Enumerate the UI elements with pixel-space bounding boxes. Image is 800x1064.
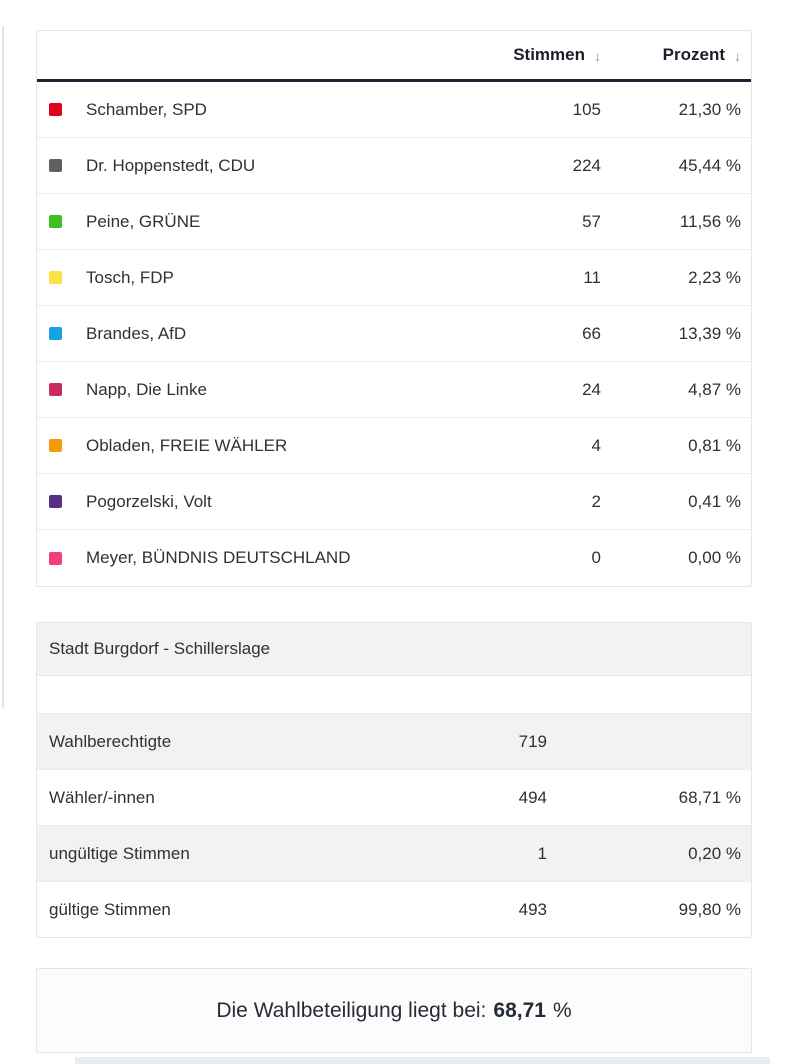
stats-value: 719 bbox=[518, 731, 547, 751]
votes-value: 11 bbox=[583, 267, 601, 287]
votes-value: 0 bbox=[591, 548, 601, 567]
votes-value: 66 bbox=[582, 323, 601, 343]
stats-percent: 0,20 % bbox=[688, 843, 741, 863]
candidate-name: Obladen, FREIE WÄHLER bbox=[86, 435, 288, 455]
result-row: Schamber, SPD 105 21,30 % bbox=[37, 82, 751, 138]
percent-value: 45,44 % bbox=[678, 155, 741, 175]
percent-value: 13,39 % bbox=[678, 323, 741, 343]
column-header-prozent-label: Prozent bbox=[662, 45, 725, 64]
votes-value: 224 bbox=[572, 155, 601, 175]
swatch-cell bbox=[37, 383, 86, 396]
percent-value: 11,56 % bbox=[679, 211, 741, 231]
party-color-swatch-icon bbox=[49, 495, 62, 508]
votes-value: 2 bbox=[591, 491, 601, 511]
candidate-name: Pogorzelski, Volt bbox=[86, 491, 212, 511]
stats-percent: 99,80 % bbox=[678, 899, 741, 919]
votes-value: 24 bbox=[582, 379, 601, 399]
percent-value: 0,81 % bbox=[688, 435, 741, 455]
results-table-card: Stimmen ↓ Prozent ↓ Schamber, SPD 105 21… bbox=[36, 30, 752, 587]
result-row: Peine, GRÜNE 57 11,56 % bbox=[37, 194, 751, 250]
candidate-name: Schamber, SPD bbox=[86, 99, 207, 119]
candidate-name: Peine, GRÜNE bbox=[86, 211, 201, 231]
stats-label: Wähler/-innen bbox=[49, 787, 155, 807]
swatch-cell bbox=[37, 439, 86, 452]
column-header-prozent[interactable]: Prozent ↓ bbox=[601, 45, 751, 65]
candidate-name: Dr. Hoppenstedt, CDU bbox=[86, 155, 256, 175]
candidate-name: Brandes, AfD bbox=[86, 323, 187, 343]
district-title: Stadt Burgdorf - Schillerslage bbox=[49, 639, 271, 658]
swatch-cell bbox=[37, 103, 86, 116]
swatch-cell bbox=[37, 159, 86, 172]
result-row: Brandes, AfD 66 13,39 % bbox=[37, 306, 751, 362]
party-color-swatch-icon bbox=[49, 439, 62, 452]
party-color-swatch-icon bbox=[49, 103, 62, 116]
stats-value: 1 bbox=[537, 843, 547, 863]
next-section-edge bbox=[75, 1057, 770, 1064]
stats-row: Wähler/-innen 494 68,71 % bbox=[37, 769, 751, 825]
party-color-swatch-icon bbox=[49, 271, 62, 284]
stats-value: 493 bbox=[518, 899, 547, 919]
swatch-cell bbox=[37, 495, 86, 508]
votes-value: 4 bbox=[591, 435, 601, 455]
turnout-percent-sign: % bbox=[552, 998, 572, 1022]
column-header-stimmen[interactable]: Stimmen ↓ bbox=[481, 45, 601, 65]
sort-descending-icon[interactable]: ↓ bbox=[594, 48, 601, 64]
swatch-cell bbox=[37, 327, 86, 340]
result-row: Meyer, BÜNDNIS DEUTSCHLAND 0 0,00 % bbox=[37, 530, 751, 586]
stats-value: 494 bbox=[518, 787, 547, 807]
result-row: Dr. Hoppenstedt, CDU 224 45,44 % bbox=[37, 138, 751, 194]
candidate-name: Meyer, BÜNDNIS DEUTSCHLAND bbox=[86, 548, 351, 567]
result-row: Napp, Die Linke 24 4,87 % bbox=[37, 362, 751, 418]
party-color-swatch-icon bbox=[49, 215, 62, 228]
result-row: Pogorzelski, Volt 2 0,41 % bbox=[37, 474, 751, 530]
results-table-header: Stimmen ↓ Prozent ↓ bbox=[37, 31, 751, 82]
swatch-cell bbox=[37, 271, 86, 284]
district-title-row: Stadt Burgdorf - Schillerslage bbox=[37, 623, 751, 676]
stats-percent: 68,71 % bbox=[678, 787, 741, 807]
stats-table-body: Wahlberechtigte 719 Wähler/-innen 494 68… bbox=[37, 713, 751, 937]
percent-value: 0,00 % bbox=[688, 548, 741, 567]
stats-label: Wahlberechtigte bbox=[49, 731, 172, 751]
percent-value: 2,23 % bbox=[688, 267, 741, 287]
swatch-cell bbox=[37, 551, 86, 565]
stats-row: gültige Stimmen 493 99,80 % bbox=[37, 881, 751, 937]
column-header-stimmen-label: Stimmen bbox=[513, 45, 585, 64]
turnout-text: Die Wahlbeteiligung liegt bei: bbox=[216, 998, 487, 1022]
party-color-swatch-icon bbox=[49, 159, 62, 172]
votes-value: 105 bbox=[572, 99, 601, 119]
adjacent-panel-edge bbox=[2, 26, 4, 708]
percent-value: 21,30 % bbox=[678, 99, 741, 119]
candidate-name: Tosch, FDP bbox=[86, 267, 174, 287]
stats-row: ungültige Stimmen 1 0,20 % bbox=[37, 825, 751, 881]
stats-label: gültige Stimmen bbox=[49, 899, 171, 919]
district-stats-card: Stadt Burgdorf - Schillerslage Wahlberec… bbox=[36, 622, 752, 938]
result-row: Tosch, FDP 11 2,23 % bbox=[37, 250, 751, 306]
stats-spacer-row bbox=[37, 676, 751, 713]
votes-value: 57 bbox=[582, 211, 601, 231]
swatch-cell bbox=[37, 215, 86, 228]
percent-value: 4,87 % bbox=[688, 379, 741, 399]
party-color-swatch-icon bbox=[49, 383, 62, 396]
turnout-value: 68,71 bbox=[493, 998, 546, 1022]
percent-value: 0,41 % bbox=[688, 491, 741, 511]
party-color-swatch-icon bbox=[49, 327, 62, 340]
results-table-body: Schamber, SPD 105 21,30 % Dr. Hoppensted… bbox=[37, 82, 751, 586]
sort-descending-icon[interactable]: ↓ bbox=[734, 48, 741, 64]
candidate-name: Napp, Die Linke bbox=[86, 379, 207, 399]
stats-label: ungültige Stimmen bbox=[49, 843, 190, 863]
stats-row: Wahlberechtigte 719 bbox=[37, 713, 751, 769]
result-row: Obladen, FREIE WÄHLER 4 0,81 % bbox=[37, 418, 751, 474]
party-color-swatch-icon bbox=[49, 551, 62, 565]
turnout-banner: Die Wahlbeteiligung liegt bei: 68,71 % bbox=[36, 968, 752, 1053]
